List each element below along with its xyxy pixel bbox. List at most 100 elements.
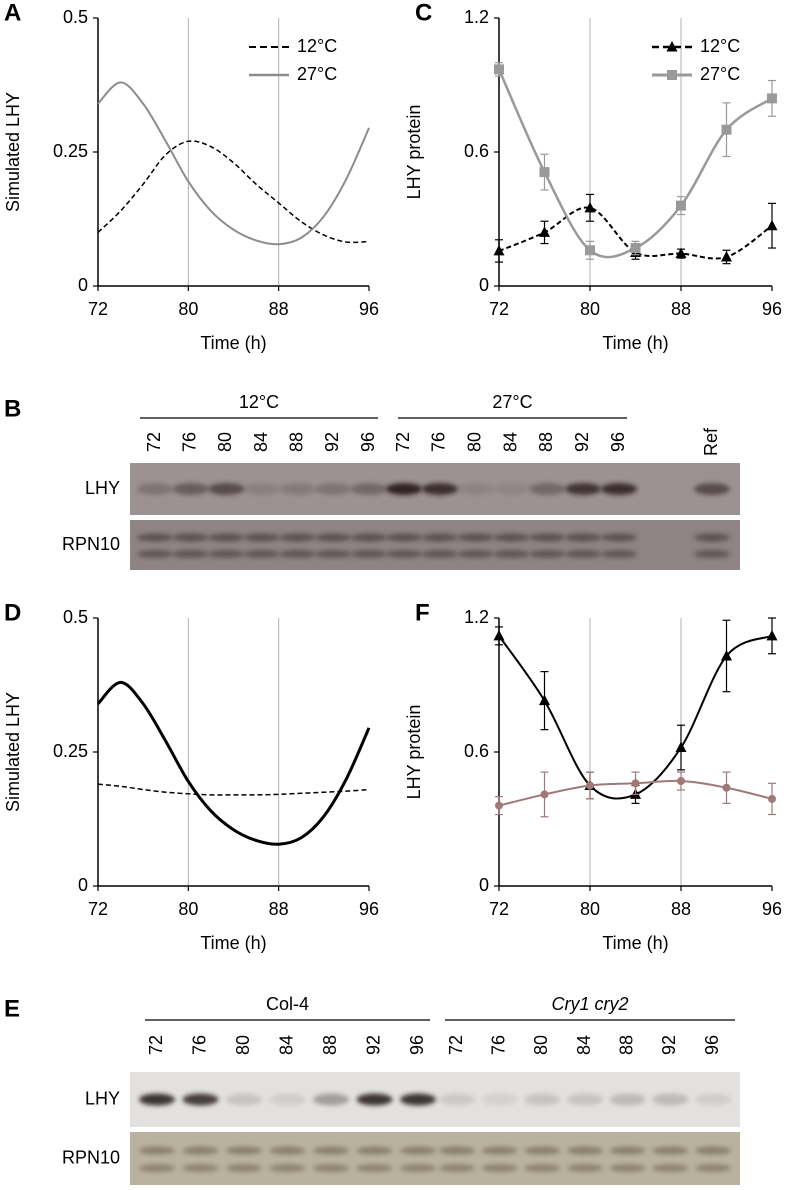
blot-band — [481, 1146, 518, 1155]
blot-band — [137, 550, 173, 558]
lane-label: 72 — [146, 1035, 166, 1055]
lane-label: 84 — [574, 1035, 594, 1055]
blot-band — [439, 1164, 475, 1173]
blot-band — [493, 550, 530, 558]
lane-label: 80 — [531, 1035, 551, 1055]
marker — [495, 801, 503, 810]
blot-band — [694, 550, 730, 558]
marker — [585, 245, 595, 256]
marker — [767, 93, 777, 104]
lane-label: 88 — [616, 1035, 636, 1055]
blot-band — [609, 1164, 646, 1173]
marker — [539, 226, 550, 237]
blot-band — [481, 1093, 518, 1106]
blot-band — [400, 1146, 436, 1155]
blot-band — [565, 533, 602, 542]
blot-band — [279, 550, 316, 558]
x-tick-label: 80 — [178, 299, 198, 319]
lane-label: 92 — [363, 1035, 383, 1055]
marker — [766, 629, 778, 641]
blot-band — [279, 483, 316, 495]
blot-band — [601, 483, 637, 495]
row-label: LHY — [85, 1088, 120, 1108]
blot-band — [313, 1093, 349, 1106]
lane-label: 80 — [464, 432, 484, 452]
x-axis-title: Time (h) — [200, 933, 266, 953]
y-tick-label: 0.5 — [63, 7, 88, 27]
blot-band — [695, 1093, 731, 1106]
blot-band — [400, 1093, 436, 1106]
marker — [667, 70, 677, 80]
blot-strip — [130, 520, 740, 570]
blot-band — [137, 533, 173, 542]
group-label: 27°C — [492, 392, 532, 412]
blot-band — [400, 1164, 436, 1173]
blot-band — [529, 550, 566, 558]
x-tick-label: 88 — [671, 899, 691, 919]
lane-label: 84 — [251, 432, 271, 452]
y-axis-title: Simulated LHY — [3, 692, 23, 812]
x-tick-label: 96 — [359, 299, 379, 319]
y-tick-label: 0.5 — [63, 607, 88, 627]
blot-band — [386, 483, 422, 495]
blot-band — [137, 483, 173, 495]
marker — [584, 201, 596, 213]
blot-band — [601, 550, 637, 558]
blot-band — [457, 483, 494, 495]
blot-band — [139, 1146, 175, 1155]
x-tick-label: 72 — [489, 899, 509, 919]
marker — [666, 41, 678, 52]
blot-band — [652, 1146, 689, 1155]
blot-band — [567, 1146, 603, 1155]
marker — [721, 250, 732, 262]
blot-band — [457, 550, 494, 558]
blot-band — [652, 1093, 689, 1106]
legend-label: 27°C — [297, 64, 337, 84]
blot-band — [313, 1164, 349, 1173]
x-axis-title: Time (h) — [602, 333, 668, 353]
blot-band — [601, 533, 637, 542]
blot-band — [694, 483, 730, 495]
marker — [493, 244, 505, 256]
panel-letter: B — [4, 395, 21, 422]
lane-label: 84 — [500, 432, 520, 452]
blot-band — [208, 550, 245, 558]
y-tick-label: 0.6 — [464, 741, 489, 761]
blot-band — [567, 1093, 603, 1106]
series-line — [97, 783, 370, 796]
x-axis-title: Time (h) — [602, 933, 668, 953]
blot-band — [695, 1146, 731, 1155]
x-tick-label: 88 — [269, 299, 289, 319]
blot-band — [493, 533, 530, 542]
x-tick-label: 72 — [88, 299, 108, 319]
blot-band — [421, 483, 458, 495]
blot-band — [694, 533, 730, 542]
marker — [631, 779, 640, 788]
panel-letter: C — [415, 0, 432, 26]
marker — [494, 64, 504, 75]
group-label: Cry1 cry2 — [551, 994, 628, 1014]
blot-band — [208, 533, 245, 542]
blot-band — [565, 550, 602, 558]
lane-label: 96 — [608, 432, 628, 452]
blot-band — [139, 1164, 175, 1173]
marker — [539, 167, 550, 178]
legend-label: 12°C — [700, 36, 740, 56]
blot-band — [439, 1093, 475, 1106]
y-tick-label: 0 — [479, 275, 489, 295]
x-tick-label: 80 — [580, 299, 600, 319]
legend-label: 12°C — [297, 36, 337, 56]
panel-letter: E — [4, 995, 20, 1022]
y-axis-title: LHY protein — [404, 105, 424, 200]
x-axis-title: Time (h) — [200, 333, 266, 353]
blot-band — [226, 1164, 262, 1173]
lane-label: 72 — [144, 432, 164, 452]
marker — [768, 794, 776, 803]
marker — [630, 243, 641, 254]
y-tick-label: 0.6 — [464, 141, 489, 161]
y-tick-label: 0 — [479, 875, 489, 895]
blot-band — [172, 533, 209, 542]
lane-label: 84 — [276, 1035, 296, 1055]
lane-label: 80 — [233, 1035, 253, 1055]
